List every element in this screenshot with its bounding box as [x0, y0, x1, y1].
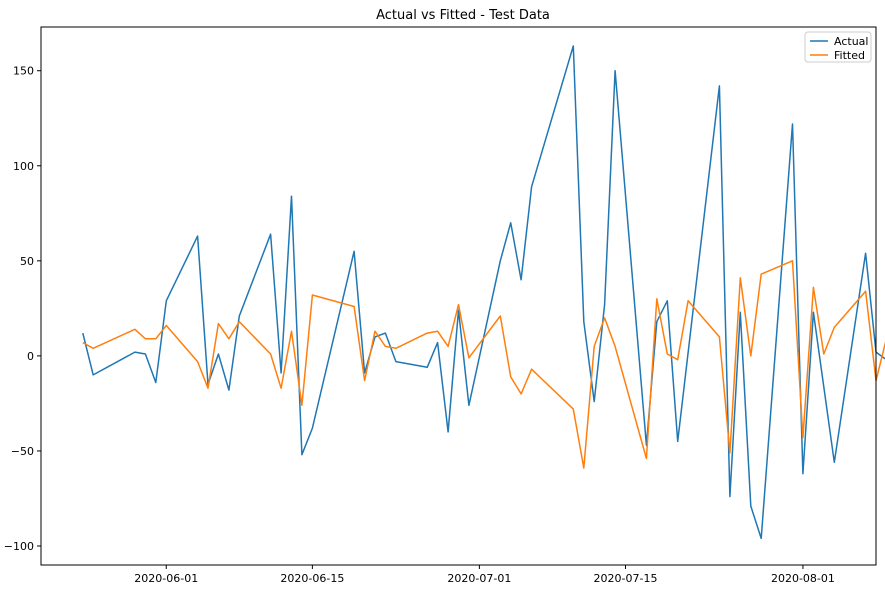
- plot-frame: [40, 26, 877, 566]
- series-line-fitted: [82, 260, 885, 469]
- legend-label-actual: Actual: [834, 35, 868, 48]
- x-tick-label: 2020-06-01: [134, 572, 198, 585]
- y-tick-label: 100: [13, 160, 34, 173]
- y-tick-label: −100: [4, 540, 34, 553]
- legend-label-fitted: Fitted: [834, 49, 865, 62]
- series-layer: [82, 45, 885, 540]
- x-tick-label: 2020-08-01: [771, 572, 835, 585]
- y-tick-label: −50: [11, 445, 34, 458]
- series-line-actual: [82, 45, 885, 540]
- y-tick-label: 150: [13, 65, 34, 78]
- x-axis: 2020-06-01 2020-06-15 2020-07-01 2020-07-15…: [134, 565, 835, 585]
- x-tick-label: 2020-07-01: [447, 572, 511, 585]
- y-axis: −100 −50 0 50 100 150: [4, 65, 41, 553]
- y-tick-label: 0: [27, 350, 34, 363]
- x-tick-label: 2020-07-15: [594, 572, 658, 585]
- chart-title: Actual vs Fitted - Test Data: [376, 8, 550, 23]
- y-tick-label: 50: [20, 255, 34, 268]
- x-tick-label: 2020-06-15: [280, 572, 344, 585]
